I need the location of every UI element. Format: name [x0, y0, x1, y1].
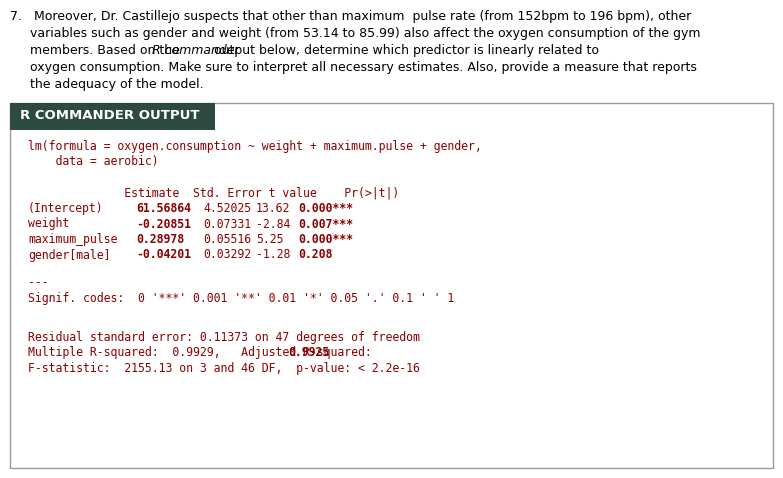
Text: gender[male]: gender[male] [28, 249, 110, 261]
Text: R commander: R commander [152, 44, 240, 57]
Text: -0.20851: -0.20851 [136, 217, 191, 230]
Text: 0.07331: 0.07331 [203, 217, 251, 230]
Text: data = aerobic): data = aerobic) [28, 155, 159, 169]
Text: the adequacy of the model.: the adequacy of the model. [10, 78, 204, 91]
Text: 0.000***: 0.000*** [298, 202, 353, 215]
Text: 13.62: 13.62 [256, 202, 290, 215]
Text: weight: weight [28, 217, 69, 230]
Text: 0.000***: 0.000*** [298, 233, 353, 246]
Text: R COMMANDER OUTPUT: R COMMANDER OUTPUT [20, 109, 200, 122]
Text: 0.208: 0.208 [298, 249, 332, 261]
Text: 4.52025: 4.52025 [203, 202, 251, 215]
Text: Residual standard error: 0.11373 on 47 degrees of freedom: Residual standard error: 0.11373 on 47 d… [28, 331, 420, 344]
Text: lm(formula = oxygen.consumption ~ weight + maximum.pulse + gender,: lm(formula = oxygen.consumption ~ weight… [28, 140, 482, 153]
Text: F-statistic:  2155.13 on 3 and 46 DF,  p-value: < 2.2e-16: F-statistic: 2155.13 on 3 and 46 DF, p-v… [28, 362, 420, 375]
Text: Signif. codes:  0 '***' 0.001 '**' 0.01 '*' 0.05 '.' 0.1 ' ' 1: Signif. codes: 0 '***' 0.001 '**' 0.01 '… [28, 292, 454, 305]
FancyBboxPatch shape [10, 103, 773, 468]
Text: ---: --- [28, 276, 49, 289]
FancyBboxPatch shape [10, 103, 215, 130]
Text: 5.25: 5.25 [256, 233, 283, 246]
Text: 0.28978: 0.28978 [136, 233, 184, 246]
Text: (Intercept): (Intercept) [28, 202, 103, 215]
Text: maximum_pulse: maximum_pulse [28, 233, 117, 246]
Text: Multiple R-squared:  0.9929,   Adjusted R-squared:: Multiple R-squared: 0.9929, Adjusted R-s… [28, 346, 385, 359]
Text: -2.84: -2.84 [256, 217, 290, 230]
Text: variables such as gender and weight (from 53.14 to 85.99) also affect the oxygen: variables such as gender and weight (fro… [10, 27, 701, 40]
Text: 7.   Moreover, Dr. Castillejo suspects that other than maximum  pulse rate (from: 7. Moreover, Dr. Castillejo suspects tha… [10, 10, 691, 23]
Text: 0.05516: 0.05516 [203, 233, 251, 246]
Text: -1.28: -1.28 [256, 249, 290, 261]
Text: -0.04201: -0.04201 [136, 249, 191, 261]
Text: 61.56864: 61.56864 [136, 202, 191, 215]
Text: members. Based on the: members. Based on the [10, 44, 184, 57]
Text: 0.007***: 0.007*** [298, 217, 353, 230]
Text: oxygen consumption. Make sure to interpret all necessary estimates. Also, provid: oxygen consumption. Make sure to interpr… [10, 61, 697, 74]
Text: 0.03292: 0.03292 [203, 249, 251, 261]
Text: 0.9925: 0.9925 [288, 346, 329, 359]
Text: Estimate  Std. Error t value    Pr(>|t|): Estimate Std. Error t value Pr(>|t|) [28, 186, 399, 199]
Text: output below, determine which predictor is linearly related to: output below, determine which predictor … [210, 44, 598, 57]
